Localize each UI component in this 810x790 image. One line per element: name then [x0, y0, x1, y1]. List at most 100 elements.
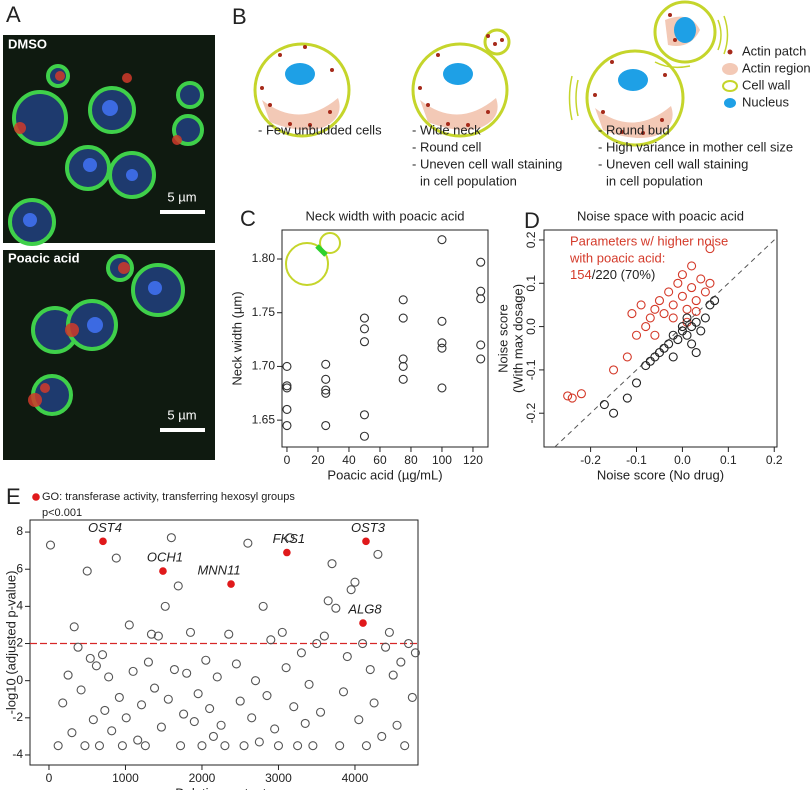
data-point: [705, 300, 715, 310]
y-axis-label: -log10 (adjusted p-value): [3, 571, 18, 715]
data-point: [476, 354, 486, 364]
data-point: [149, 683, 160, 693]
data-point: [359, 337, 370, 347]
data-point: [365, 664, 375, 675]
data-point: [350, 577, 360, 587]
data-point: [691, 317, 701, 327]
data-point: [140, 741, 150, 751]
identity-line: [554, 236, 778, 448]
legend-note: p<0.001: [42, 507, 82, 519]
neck-diagram: [285, 232, 341, 286]
data-point: [410, 648, 420, 658]
data-point: [243, 538, 253, 548]
data-point: [398, 374, 408, 384]
data-point: [682, 330, 692, 340]
panel-label: C: [240, 206, 256, 231]
data-point: [69, 622, 79, 632]
data-point: [277, 627, 287, 637]
y-tick-label: 0.2: [524, 231, 538, 248]
data-point: [682, 304, 692, 314]
data-point: [235, 696, 245, 706]
data-point: [641, 361, 651, 371]
y-tick-label: -2: [12, 710, 23, 724]
data-point: [97, 650, 108, 660]
point-label: MNN11: [197, 563, 240, 578]
data-point: [107, 726, 117, 736]
data-point: [668, 300, 678, 310]
data-point: [205, 703, 215, 714]
x-tick-label: 3000: [265, 771, 292, 785]
scale-bar-label: 5 µm: [167, 407, 196, 422]
data-point: [73, 642, 83, 652]
chart-title: Noise space with poacic acid: [577, 208, 744, 223]
data-point: [398, 354, 408, 364]
y-tick-label: -0.1: [524, 359, 538, 380]
data-point: [319, 631, 329, 641]
data-point: [398, 313, 408, 323]
data-point: [175, 741, 186, 751]
x-tick-label: 0.2: [766, 453, 783, 467]
data-point: [289, 702, 299, 712]
data-point: [567, 393, 577, 403]
data-point: [609, 408, 619, 418]
data-point: [377, 731, 387, 741]
legend-label: Actin region: [742, 60, 810, 75]
data-point: [650, 352, 660, 362]
data-point: [296, 648, 306, 658]
chart-title: Neck width with poacic acid: [306, 208, 465, 223]
data-point: [160, 601, 170, 611]
data-point: [677, 322, 687, 332]
x-tick-label: 120: [463, 453, 483, 467]
data-point: [392, 720, 402, 730]
data-point: [700, 313, 710, 323]
data-point: [359, 431, 370, 441]
description: in cell population: [420, 173, 517, 188]
data-point: [201, 655, 211, 665]
y-tick-label: 1.75: [252, 305, 276, 319]
data-point: [273, 741, 284, 751]
data-point: [216, 720, 226, 730]
data-point: [384, 627, 394, 637]
data-point: [182, 668, 192, 678]
data-point: [677, 270, 687, 280]
data-point: [293, 741, 303, 751]
point-label: OCH1: [147, 550, 183, 565]
data-point: [705, 278, 715, 288]
data-point: [437, 235, 447, 245]
data-point: [599, 400, 609, 410]
data-point: [710, 296, 720, 306]
data-point: [645, 313, 655, 323]
y-tick-label: 2: [16, 636, 23, 650]
data-point: [124, 620, 134, 630]
data-point: [321, 374, 331, 384]
x-tick-label: 20: [311, 453, 325, 467]
annotation-total: /220 (70%): [592, 267, 656, 282]
data-point: [197, 741, 207, 751]
data-point: [654, 348, 665, 358]
y-tick-label: 1.65: [252, 412, 276, 426]
data-point: [687, 261, 697, 271]
x-tick-label: 80: [404, 453, 418, 467]
plot-frame: [543, 229, 778, 448]
data-point: [315, 707, 326, 717]
data-point: [111, 553, 121, 563]
data-point: [687, 339, 697, 349]
data-point: [622, 352, 632, 362]
data-point: [398, 295, 408, 305]
x-tick-label: 1000: [112, 771, 139, 785]
data-point: [359, 410, 370, 420]
data-point: [476, 294, 486, 304]
data-point: [437, 338, 447, 348]
point-label: FKS1: [273, 531, 306, 546]
description: - Uneven cell wall staining: [412, 156, 562, 171]
x-axis-label: Poacic acid (µg/mL): [327, 467, 442, 482]
data-point: [308, 741, 318, 751]
x-tick-label: 0.0: [674, 453, 691, 467]
legend-label: Nucleus: [742, 94, 789, 109]
x-tick-label: -0.2: [580, 453, 601, 467]
data-point: [331, 603, 341, 613]
data-point: [361, 741, 371, 751]
description: - Wide neck: [412, 122, 481, 137]
x-tick-label: 60: [373, 453, 387, 467]
